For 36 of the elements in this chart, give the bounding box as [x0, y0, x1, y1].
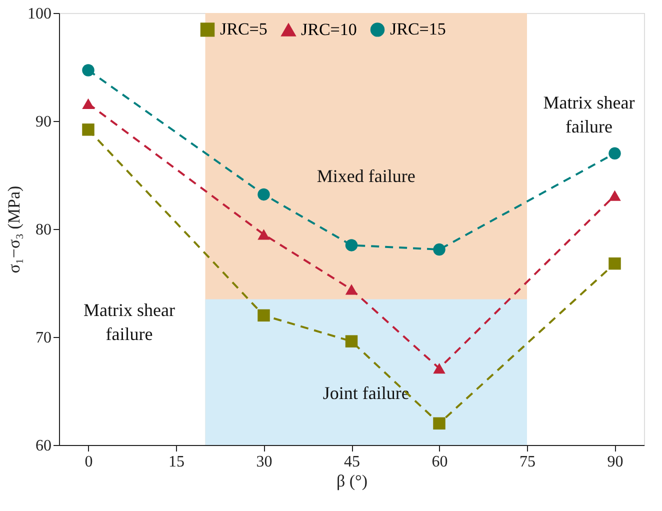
- x-tick-label: 0: [84, 454, 93, 470]
- point: [258, 309, 270, 322]
- annotation: Matrix shear failure: [543, 92, 635, 137]
- point: [82, 64, 94, 76]
- x-tick-label: 60: [432, 454, 448, 470]
- x-axis-title: β (°): [336, 472, 368, 490]
- point: [82, 98, 94, 110]
- point: [608, 190, 621, 201]
- x-tick-label: 90: [607, 454, 624, 470]
- y-tick-label: 60: [36, 438, 52, 454]
- y-axis-title: σ₁−σ₃ (MPa): [4, 186, 24, 274]
- legend-label: JRC=10: [301, 20, 357, 40]
- y-tick-label: 70: [36, 330, 52, 346]
- x-tick-label: 15: [168, 454, 184, 470]
- point: [82, 124, 94, 136]
- point: [345, 239, 358, 252]
- x-tick-label: 30: [256, 454, 272, 470]
- point: [258, 188, 270, 201]
- point: [433, 363, 446, 374]
- y-tick-label: 100: [28, 6, 52, 22]
- x-tick-label: 75: [520, 454, 536, 470]
- band-label: Joint failure: [322, 382, 410, 403]
- legend-label: JRC=15: [390, 20, 446, 39]
- x-tick-label: 45: [344, 454, 360, 470]
- y-tick-label: 80: [36, 222, 52, 238]
- point: [345, 335, 358, 348]
- point: [608, 147, 621, 160]
- point: [433, 417, 446, 430]
- point: [608, 257, 621, 270]
- y-tick-label: 90: [36, 114, 52, 130]
- legend-label: JRC=5: [220, 20, 268, 39]
- point: [433, 243, 446, 256]
- point: [258, 229, 270, 240]
- point: [345, 284, 358, 295]
- annotation: Matrix shear failure: [83, 300, 175, 344]
- band-label: Mixed failure: [316, 166, 416, 186]
